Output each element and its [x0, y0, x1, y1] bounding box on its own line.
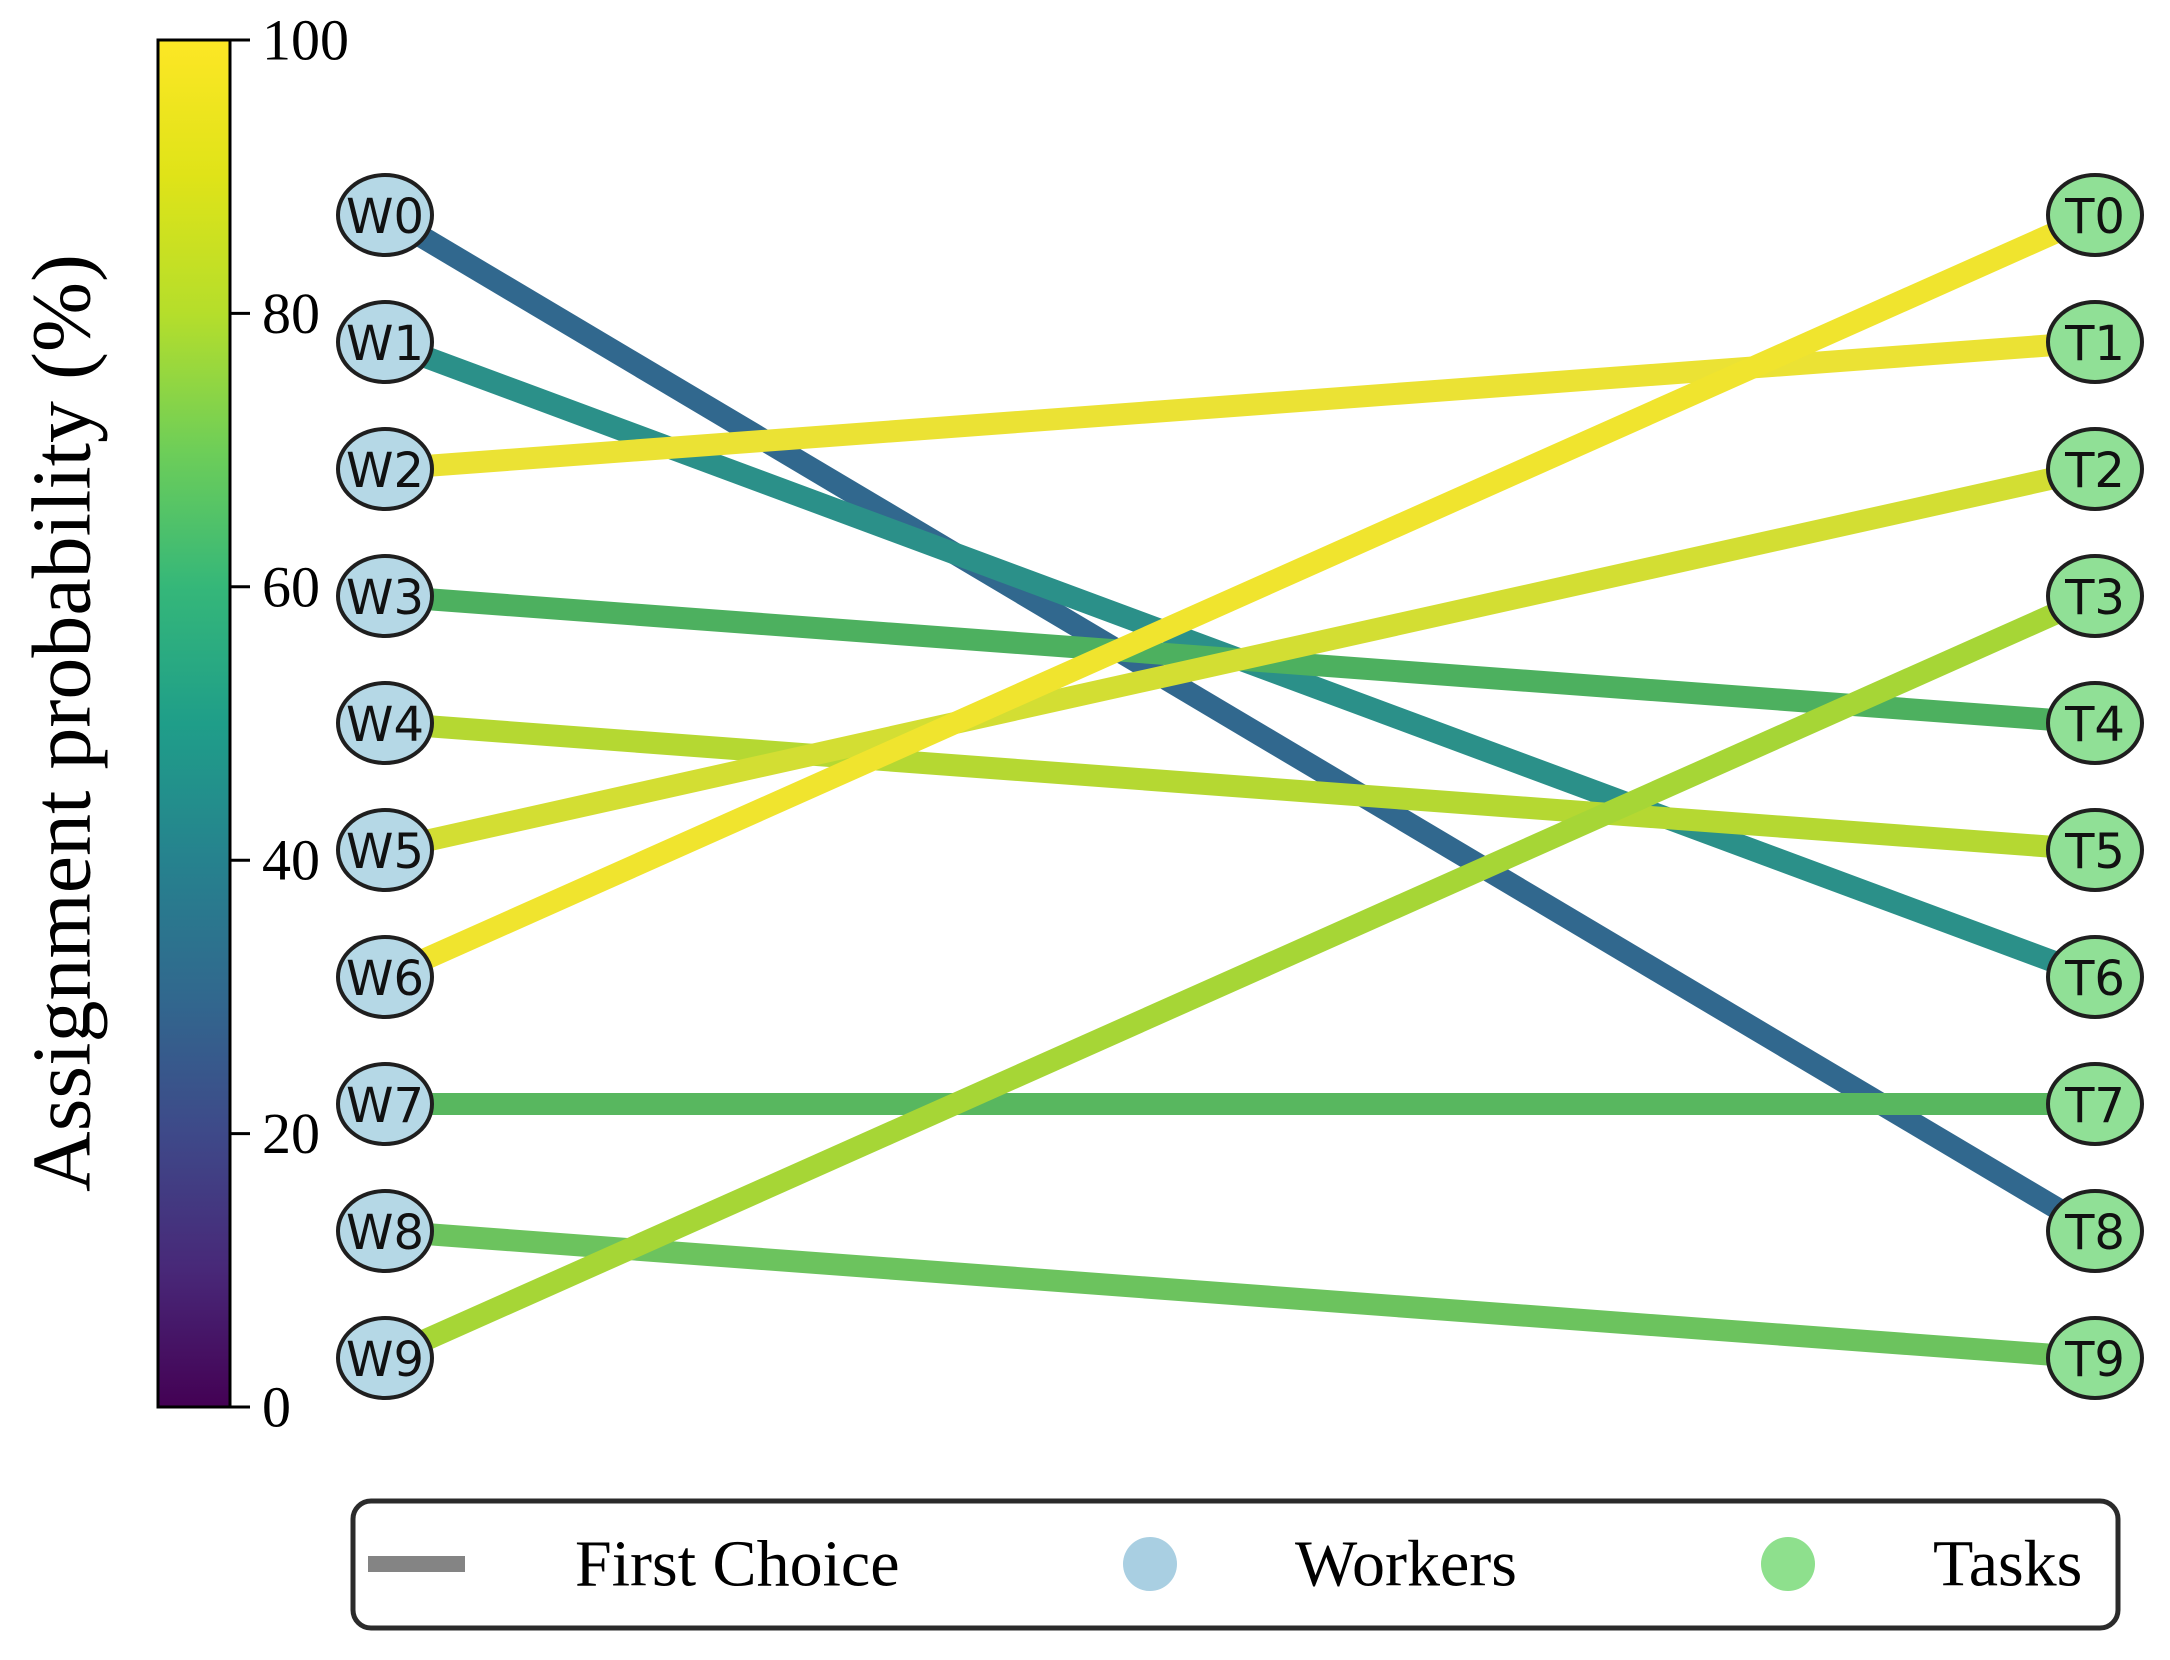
- edge-W0-T8: [379, 205, 2101, 1241]
- colorbar-tick-label: 100: [262, 8, 349, 73]
- worker-node-label: W8: [346, 1205, 424, 1261]
- legend-box: [350, 1498, 2121, 1631]
- task-node-label: T0: [2064, 189, 2125, 245]
- task-node-label: T2: [2064, 443, 2125, 499]
- colorbar-axis-label: Assignment probability (%): [16, 254, 109, 1192]
- colorbar: 0 20 40 60 80 100 Assignment probability (%): [16, 8, 350, 1440]
- worker-node-circle: [336, 1316, 434, 1400]
- edge-W6-T0: [380, 204, 2100, 988]
- worker-node-circle: [336, 1189, 434, 1273]
- legend: First Choice Workers Tasks: [350, 1498, 2121, 1631]
- task-node-circle: [2046, 1316, 2144, 1400]
- legend-label-workers: Workers: [1295, 1528, 1517, 1601]
- worker-node-label: W5: [346, 824, 424, 880]
- worker-node-circle: [336, 300, 434, 384]
- colorbar-tick-label: 80: [262, 281, 320, 346]
- worker-node-W3: W3: [336, 554, 434, 638]
- worker-node-W7: W7: [336, 1062, 434, 1146]
- worker-node-W1: W1: [336, 300, 434, 384]
- task-node-label: T6: [2064, 951, 2125, 1007]
- task-node-circle: [2046, 554, 2144, 638]
- task-node-label: T8: [2064, 1205, 2125, 1261]
- worker-node-circle: [336, 681, 434, 765]
- task-node-T4: T4: [2046, 681, 2144, 765]
- worker-node-W0: W0: [336, 173, 434, 257]
- task-node-label: T3: [2064, 570, 2125, 626]
- task-node-T6: T6: [2046, 935, 2144, 1019]
- task-node-label: T5: [2064, 824, 2125, 880]
- worker-node-circle: [336, 427, 434, 511]
- task-node-circle: [2046, 173, 2144, 257]
- task-node-T9: T9: [2046, 1316, 2144, 1400]
- task-node-T7: T7: [2046, 1062, 2144, 1146]
- worker-node-label: W6: [346, 951, 424, 1007]
- colorbar-tick-label: 0: [262, 1375, 291, 1440]
- edge-W2-T1: [384, 331, 2096, 480]
- worker-node-label: W9: [346, 1332, 424, 1388]
- task-node-circle: [2046, 300, 2144, 384]
- worker-node-W6: W6: [336, 935, 434, 1019]
- edges-layer: [379, 204, 2101, 1369]
- worker-node-label: W1: [346, 316, 424, 372]
- legend-label-tasks: Tasks: [1933, 1528, 2082, 1601]
- worker-node-circle: [336, 1062, 434, 1146]
- worker-node-label: W2: [346, 443, 424, 499]
- task-node-label: T9: [2064, 1332, 2125, 1388]
- task-node-T2: T2: [2046, 427, 2144, 511]
- task-node-T0: T0: [2046, 173, 2144, 257]
- edge-W9-T3: [380, 585, 2100, 1369]
- worker-node-circle: [336, 173, 434, 257]
- task-node-T8: T8: [2046, 1189, 2144, 1273]
- task-node-circle: [2046, 427, 2144, 511]
- legend-label-first-choice: First Choice: [575, 1528, 900, 1601]
- task-node-circle: [2046, 935, 2144, 1019]
- task-node-circle: [2046, 1189, 2144, 1273]
- worker-node-label: W4: [346, 697, 424, 753]
- task-node-circle: [2046, 681, 2144, 765]
- colorbar-tick-label: 40: [262, 828, 320, 893]
- worker-node-circle: [336, 935, 434, 1019]
- task-node-circle: [2046, 1062, 2144, 1146]
- worker-node-W2: W2: [336, 427, 434, 511]
- task-node-T3: T3: [2046, 554, 2144, 638]
- task-node-label: T7: [2064, 1078, 2125, 1134]
- task-node-T5: T5: [2046, 808, 2144, 892]
- colorbar-tick-label: 20: [262, 1101, 320, 1166]
- task-node-label: T4: [2064, 697, 2125, 753]
- legend-tasks-dot-swatch: [1761, 1537, 1815, 1591]
- edge-W8-T9: [384, 1220, 2096, 1369]
- colorbar-tick-label: 60: [262, 554, 320, 619]
- colorbar-gradient: [156, 38, 232, 1409]
- worker-node-W5: W5: [336, 808, 434, 892]
- worker-node-circle: [336, 808, 434, 892]
- worker-node-W4: W4: [336, 681, 434, 765]
- worker-node-label: W0: [346, 189, 424, 245]
- task-node-label: T1: [2064, 316, 2125, 372]
- worker-node-W9: W9: [336, 1316, 434, 1400]
- edge-W4-T5: [384, 712, 2096, 861]
- legend-workers-dot-swatch: [1123, 1537, 1177, 1591]
- edge-W5-T2: [382, 458, 2098, 861]
- task-node-T1: T1: [2046, 300, 2144, 384]
- worker-node-circle: [336, 554, 434, 638]
- task-node-circle: [2046, 808, 2144, 892]
- worker-node-label: W3: [346, 570, 424, 626]
- worker-node-label: W7: [346, 1078, 424, 1134]
- worker-node-W8: W8: [336, 1189, 434, 1273]
